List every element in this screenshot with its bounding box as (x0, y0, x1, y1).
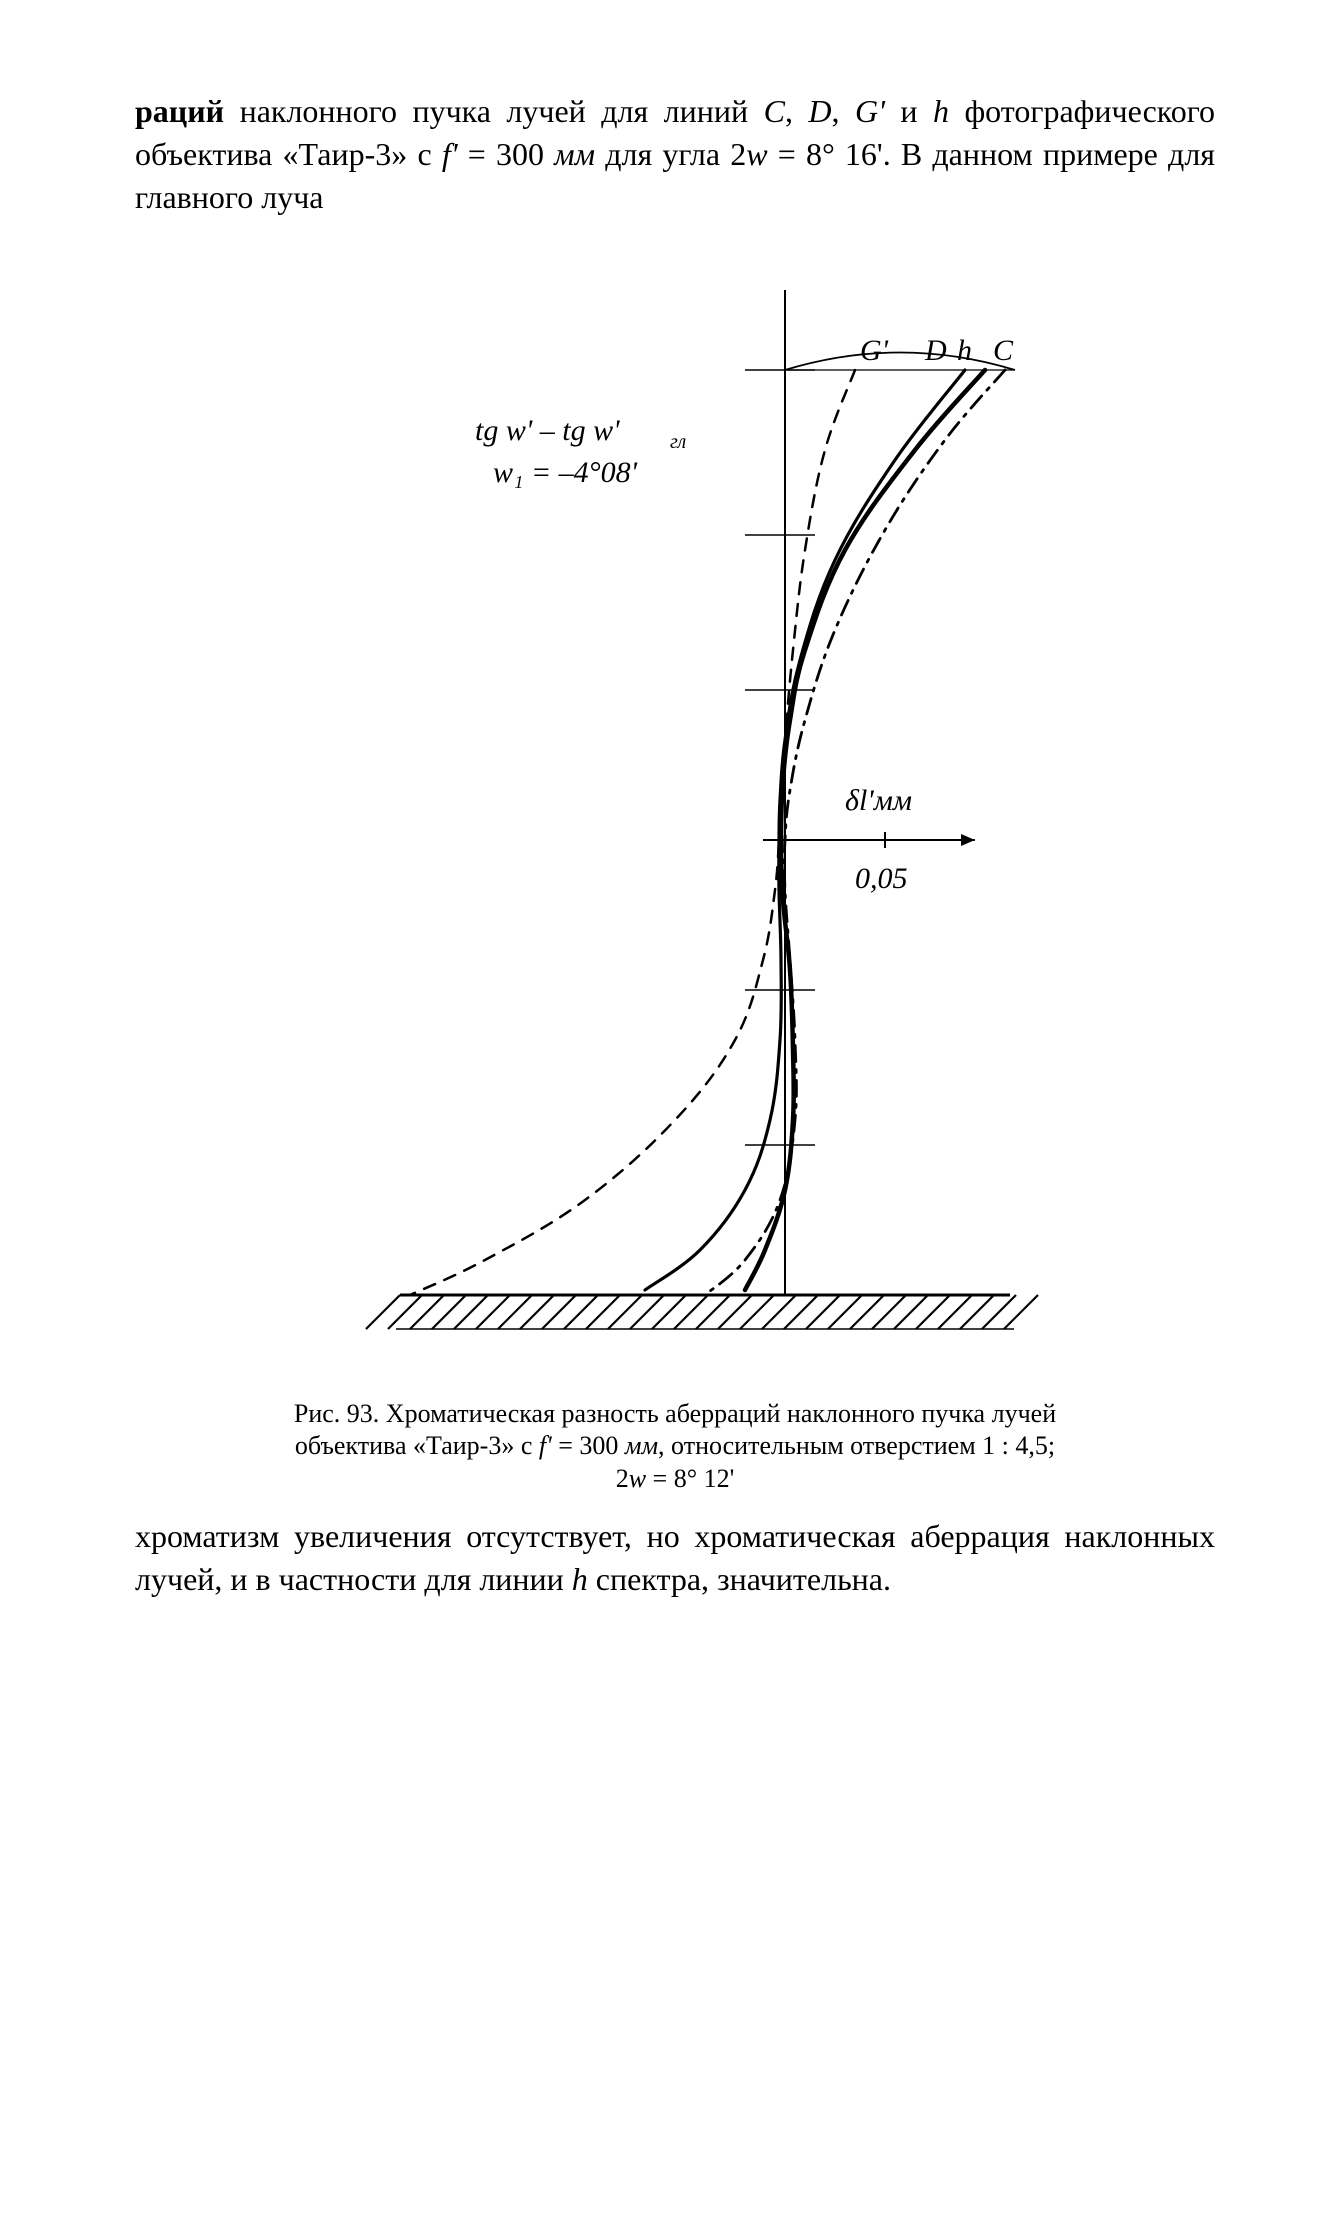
chromatic-aberration-chart: δl'мм 0,05 G' DhCtg w' – tg w' гл w₁ = –4°08' (245, 250, 1105, 1380)
svg-text:tg w' – tg w': tg w' – tg w' (475, 414, 620, 447)
series-label: D (924, 334, 947, 367)
bottom-paragraph: хроматизм увеличения отсутствует, но хро… (135, 1515, 1215, 1601)
curve-C (705, 370, 1005, 1295)
top-paragraph: раций наклонного пучка лучей для линий C… (135, 90, 1215, 220)
top-arc (785, 352, 1015, 370)
series-label: C (993, 334, 1014, 367)
series-label: h (957, 334, 972, 367)
series-label: G' (860, 334, 889, 367)
annotation-text: tg w' – tg w' гл w₁ = –4°08' (475, 414, 687, 489)
svg-text:гл: гл (670, 431, 687, 453)
figure-container: δl'мм 0,05 G' DhCtg w' – tg w' гл w₁ = –4°08'… (135, 250, 1215, 1496)
x-tick-label: 0,05 (855, 862, 908, 895)
x-axis-label: δl'мм (845, 784, 912, 817)
axis-arrow-icon (961, 834, 975, 846)
figure-caption: Рис. 93. Хроматическая разность аберраци… (285, 1398, 1065, 1496)
curve-h (645, 370, 965, 1290)
svg-text:w₁ = –4°08': w₁ = –4°08' (493, 456, 638, 489)
base-hatched (366, 1295, 1038, 1329)
